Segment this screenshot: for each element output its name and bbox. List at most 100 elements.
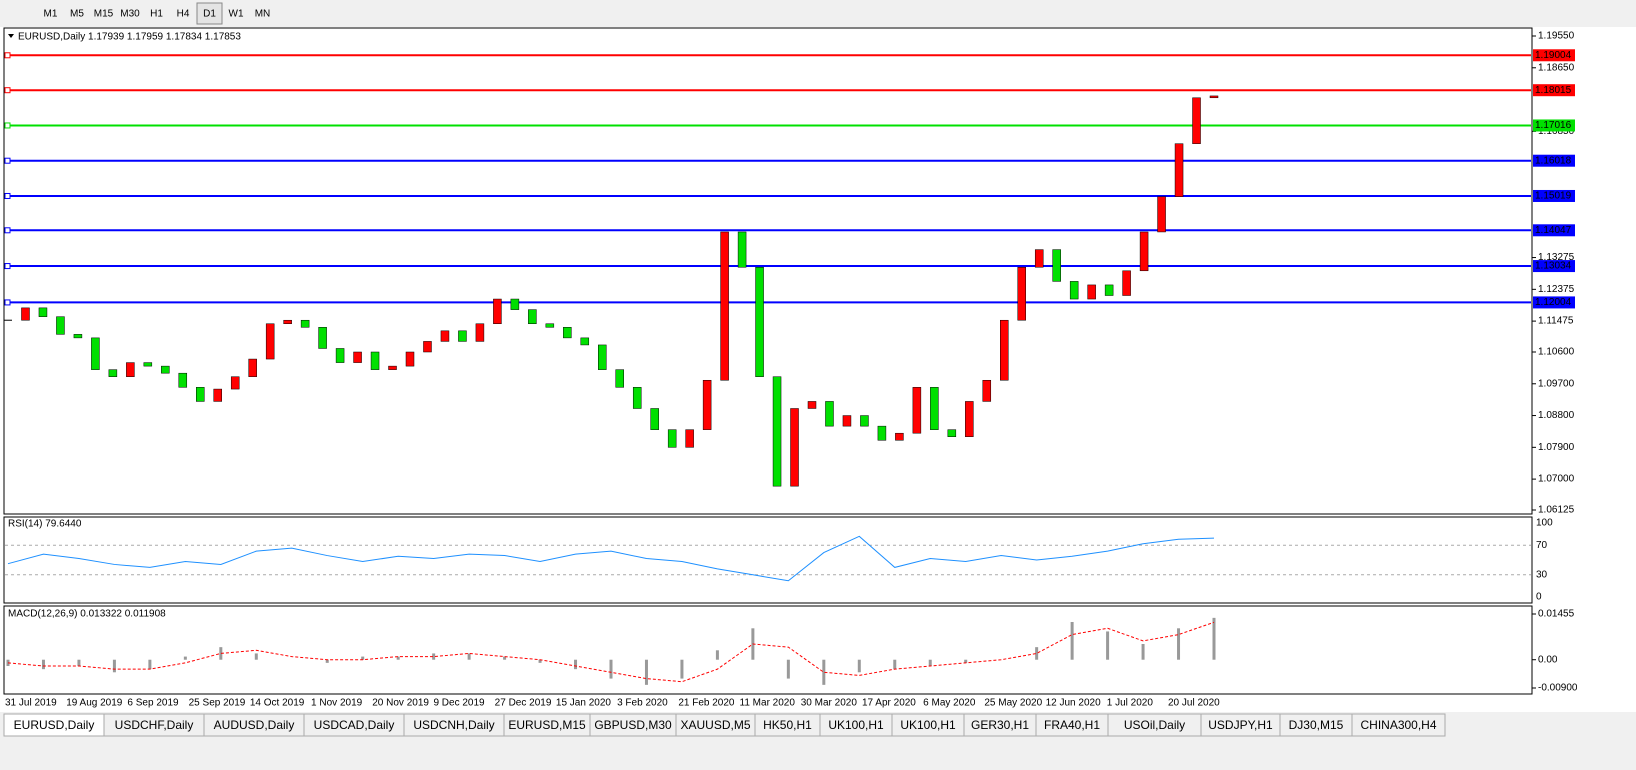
chart-tab-label: DJ30,M15 xyxy=(1289,718,1344,732)
rsi-tick-label: 0 xyxy=(1536,592,1542,603)
candle xyxy=(982,379,992,402)
timeframe-button-bg xyxy=(38,3,63,24)
timeframe-button[interactable]: M30 xyxy=(117,3,143,24)
level-handle xyxy=(4,52,11,59)
level-handle xyxy=(4,263,11,270)
candle xyxy=(930,387,939,430)
chart-tab-label: HK50,H1 xyxy=(763,718,812,732)
candle xyxy=(685,429,694,448)
price-tick-label: 1.06125 xyxy=(1538,505,1575,516)
level-label-bg xyxy=(1533,119,1575,132)
chart-tab[interactable]: CHINA300,H4 xyxy=(1351,713,1446,737)
header-arrow xyxy=(8,34,14,38)
candle xyxy=(650,408,659,430)
candle xyxy=(178,372,188,388)
date-label: 30 Mar 2020 xyxy=(801,698,858,709)
timeframe-button[interactable]: M5 xyxy=(64,3,90,24)
chart-tab[interactable]: UK100,H1 xyxy=(819,713,893,737)
macd-tick-label: 0.00 xyxy=(1538,654,1558,665)
timeframe-label: H1 xyxy=(150,9,163,20)
candle xyxy=(632,387,642,409)
candle xyxy=(300,319,310,328)
chart-tab[interactable]: USDCHF,Daily xyxy=(103,713,205,737)
candle xyxy=(947,429,957,437)
candle xyxy=(370,351,380,370)
level-label-bg xyxy=(1533,189,1575,202)
chart-tab-label: XAUUSD,M5 xyxy=(680,718,750,732)
candle xyxy=(667,429,677,448)
chart-tab[interactable]: GER30,H1 xyxy=(963,713,1037,737)
level-handle xyxy=(4,227,11,234)
candle xyxy=(720,231,729,381)
level-label-bg xyxy=(1533,296,1575,309)
chart-tab[interactable]: GBPUSD,M30 xyxy=(589,713,677,737)
timeframe-button[interactable]: MN xyxy=(250,3,275,24)
macd-tick-label: 0.01455 xyxy=(1538,609,1575,620)
candle xyxy=(545,323,555,328)
timeframe-button-bg xyxy=(64,3,90,24)
level-label: 1.13034 xyxy=(1535,261,1572,272)
timeframe-button[interactable]: M15 xyxy=(91,3,116,24)
chart-tab[interactable]: USDCNH,Daily xyxy=(403,713,505,737)
price-tick-label: 1.13275 xyxy=(1538,252,1575,263)
candle xyxy=(598,344,607,370)
chart-tab[interactable]: FRA40,H1 xyxy=(1035,713,1109,737)
chart-tab[interactable]: EURUSD,M15 xyxy=(503,713,591,737)
timeframe-button-bg xyxy=(170,3,196,24)
candle xyxy=(1017,267,1026,321)
macd-tick-label: -0.00900 xyxy=(1538,683,1578,694)
chart-tab[interactable]: USDCAD,Daily xyxy=(303,713,405,737)
date-label: 12 Jun 2020 xyxy=(1046,698,1101,709)
candle xyxy=(895,432,904,441)
chart-tab[interactable]: DJ30,M15 xyxy=(1279,713,1353,737)
chart-tab[interactable]: XAUUSD,M5 xyxy=(675,713,756,737)
candle xyxy=(842,415,852,427)
chart-tab-label: USDCHF,Daily xyxy=(115,718,194,732)
candle xyxy=(196,387,205,402)
candle xyxy=(475,323,485,342)
candle xyxy=(230,376,240,390)
timeframe-button[interactable]: W1 xyxy=(223,3,249,24)
main-chart-panel xyxy=(3,27,1533,515)
chart-tab-label: EURUSD,M15 xyxy=(508,718,586,732)
candle xyxy=(73,334,83,339)
price-tick-label: 1.07000 xyxy=(1538,474,1575,485)
timeframe-label: M30 xyxy=(120,9,140,20)
candle xyxy=(1157,196,1166,233)
timeframe-button[interactable]: H1 xyxy=(144,3,169,24)
chart-tab-label: UK100,H1 xyxy=(828,718,884,732)
date-label: 6 Sep 2019 xyxy=(127,698,179,709)
date-label: 6 May 2020 xyxy=(923,698,976,709)
timeframe-button-bg xyxy=(117,3,143,24)
candle xyxy=(91,337,100,370)
chart-tab[interactable]: UK100,H1 xyxy=(891,713,965,737)
timeframe-label: MN xyxy=(255,9,271,20)
timeframe-button-bg xyxy=(196,2,223,25)
level-label-bg xyxy=(1533,154,1575,167)
date-label: 25 May 2020 xyxy=(984,698,1042,709)
chart-tab-label: USDCNH,Daily xyxy=(413,718,494,732)
chart-tab-bg xyxy=(1351,713,1446,737)
date-label: 15 Jan 2020 xyxy=(556,698,611,709)
candle xyxy=(335,348,345,363)
level-label-bg xyxy=(1533,49,1575,62)
candle xyxy=(580,337,590,346)
chart-tab[interactable]: EURUSD,Daily xyxy=(3,713,105,737)
chart-tab[interactable]: USOil,Daily xyxy=(1107,713,1202,737)
candle xyxy=(860,415,869,427)
chart-tab-label: CHINA300,H4 xyxy=(1360,718,1436,732)
chart-tab[interactable]: HK50,H1 xyxy=(754,713,821,737)
date-label: 14 Oct 2019 xyxy=(250,698,305,709)
timeframe-button[interactable]: D1 xyxy=(196,2,223,25)
timeframe-label: D1 xyxy=(203,9,216,20)
candle xyxy=(143,362,153,367)
chart-tab[interactable]: AUDUSD,Daily xyxy=(203,713,305,737)
chart-tab[interactable]: USDJPY,H1 xyxy=(1200,713,1281,737)
candle xyxy=(126,362,135,377)
timeframe-button[interactable]: H4 xyxy=(170,3,196,24)
chart-tab-label: EURUSD,Daily xyxy=(14,718,95,732)
chart-tab-label: UK100,H1 xyxy=(900,718,956,732)
timeframe-button[interactable]: M1 xyxy=(38,3,63,24)
level-label-bg xyxy=(1533,260,1575,273)
